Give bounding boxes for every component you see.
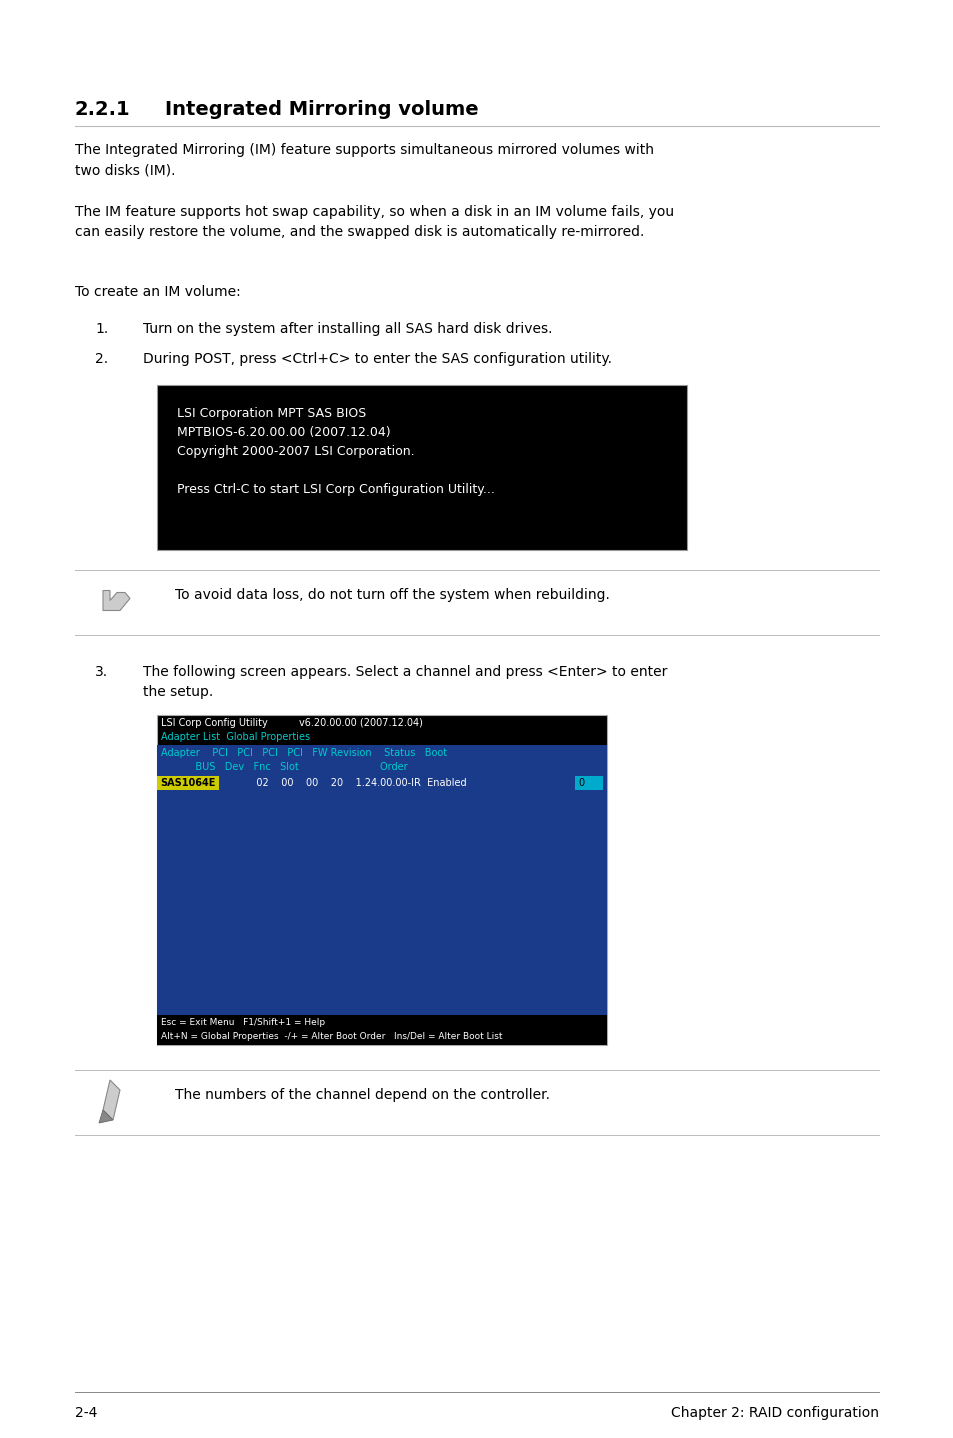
Text: 1.: 1.: [95, 322, 108, 336]
Text: LSI Corp Config Utility          v6.20.00.00 (2007.12.04): LSI Corp Config Utility v6.20.00.00 (200…: [161, 718, 422, 728]
Text: 2.: 2.: [95, 352, 108, 367]
FancyBboxPatch shape: [157, 385, 686, 549]
FancyBboxPatch shape: [575, 777, 602, 789]
Polygon shape: [103, 1080, 120, 1120]
Text: Chapter 2: RAID configuration: Chapter 2: RAID configuration: [670, 1406, 878, 1419]
Text: Adapter List  Global Properties: Adapter List Global Properties: [161, 732, 310, 742]
Text: To create an IM volume:: To create an IM volume:: [75, 285, 240, 299]
Text: The numbers of the channel depend on the controller.: The numbers of the channel depend on the…: [174, 1089, 550, 1102]
Text: The following screen appears. Select a channel and press <Enter> to enter: The following screen appears. Select a c…: [143, 664, 667, 679]
Text: Esc = Exit Menu   F1/Shift+1 = Help: Esc = Exit Menu F1/Shift+1 = Help: [161, 1018, 325, 1027]
FancyBboxPatch shape: [157, 1015, 606, 1045]
Text: Turn on the system after installing all SAS hard disk drives.: Turn on the system after installing all …: [143, 322, 552, 336]
Text: Adapter    PCI   PCI   PCI   PCI   FW Revision    Status   Boot: Adapter PCI PCI PCI PCI FW Revision Stat…: [161, 748, 447, 758]
Text: BUS   Dev   Fnc   Slot                          Order: BUS Dev Fnc Slot Order: [161, 762, 407, 772]
Text: the setup.: the setup.: [143, 684, 213, 699]
Text: 3.: 3.: [95, 664, 108, 679]
Text: Alt+N = Global Properties  -/+ = Alter Boot Order   Ins/Del = Alter Boot List: Alt+N = Global Properties -/+ = Alter Bo…: [161, 1032, 502, 1041]
Text: LSI Corporation MPT SAS BIOS: LSI Corporation MPT SAS BIOS: [177, 407, 366, 420]
FancyBboxPatch shape: [157, 715, 606, 1045]
Text: 02    00    00    20    1.24.00.00-IR  Enabled: 02 00 00 20 1.24.00.00-IR Enabled: [222, 778, 466, 788]
FancyBboxPatch shape: [157, 777, 219, 789]
Text: Integrated Mirroring volume: Integrated Mirroring volume: [165, 101, 478, 119]
Text: 0: 0: [578, 778, 583, 788]
FancyBboxPatch shape: [157, 745, 606, 1015]
Text: 2.2.1: 2.2.1: [75, 101, 131, 119]
Text: MPTBIOS-6.20.00.00 (2007.12.04): MPTBIOS-6.20.00.00 (2007.12.04): [177, 426, 390, 439]
Text: Copyright 2000-2007 LSI Corporation.: Copyright 2000-2007 LSI Corporation.: [177, 444, 415, 457]
Polygon shape: [99, 1110, 112, 1123]
Text: To avoid data loss, do not turn off the system when rebuilding.: To avoid data loss, do not turn off the …: [174, 588, 609, 603]
Text: During POST, press <Ctrl+C> to enter the SAS configuration utility.: During POST, press <Ctrl+C> to enter the…: [143, 352, 612, 367]
Text: SAS1064E: SAS1064E: [160, 778, 215, 788]
Text: Press Ctrl-C to start LSI Corp Configuration Utility...: Press Ctrl-C to start LSI Corp Configura…: [177, 483, 495, 496]
Text: The IM feature supports hot swap capability, so when a disk in an IM volume fail: The IM feature supports hot swap capabil…: [75, 206, 674, 239]
Polygon shape: [103, 591, 130, 611]
Text: 2-4: 2-4: [75, 1406, 97, 1419]
Text: The Integrated Mirroring (IM) feature supports simultaneous mirrored volumes wit: The Integrated Mirroring (IM) feature su…: [75, 142, 654, 177]
